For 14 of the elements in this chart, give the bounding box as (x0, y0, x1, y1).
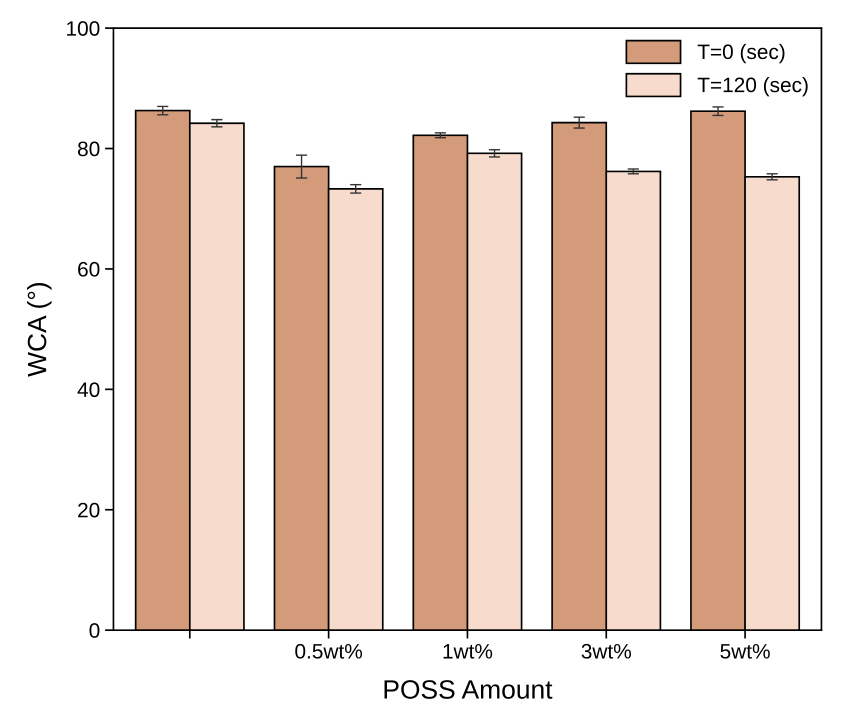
y-tick-label: 0 (89, 623, 100, 638)
y-tick-label: 20 (78, 502, 100, 518)
x-tick-label: 5wt% (720, 644, 770, 659)
legend-label: T=0 (sec) (698, 44, 784, 64)
x-tick-label: 1wt% (444, 644, 492, 659)
y-tick-label: 40 (78, 382, 100, 398)
x-tick-label: 3wt% (582, 644, 631, 659)
x-axis-title: POSS Amount (384, 680, 552, 699)
x-tick-label: 0.5wt% (295, 644, 362, 659)
y-tick-label: 60 (78, 262, 100, 277)
y-tick-label: 100 (67, 21, 100, 36)
y-tick-label: 80 (78, 142, 100, 156)
y-axis-title: WCA (°) (27, 282, 52, 377)
legend-label: T=120 (sec) (698, 76, 808, 96)
